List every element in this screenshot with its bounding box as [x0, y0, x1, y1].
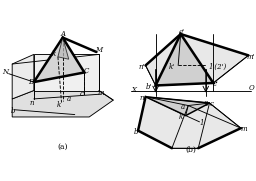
Polygon shape	[12, 54, 34, 99]
Text: B: B	[28, 78, 33, 86]
Text: m: m	[98, 89, 104, 97]
Text: c: c	[210, 100, 214, 108]
Text: 2: 2	[204, 100, 208, 108]
Polygon shape	[138, 97, 241, 148]
Text: c': c'	[213, 80, 219, 88]
Text: C: C	[84, 67, 89, 75]
Text: N: N	[2, 68, 8, 76]
Text: k: k	[52, 50, 56, 58]
Polygon shape	[58, 38, 69, 59]
Text: k: k	[178, 113, 183, 121]
Text: b': b'	[146, 83, 153, 91]
Text: n: n	[29, 98, 34, 107]
Text: a': a'	[179, 28, 185, 35]
Polygon shape	[34, 38, 84, 82]
Text: 1'(2'): 1'(2')	[208, 63, 227, 71]
Text: b: b	[11, 107, 16, 115]
Text: n: n	[140, 94, 144, 102]
Text: A: A	[60, 30, 65, 38]
Text: k': k'	[169, 63, 175, 71]
Polygon shape	[146, 97, 209, 116]
Polygon shape	[146, 34, 248, 85]
Text: c: c	[80, 90, 84, 98]
Text: m: m	[240, 125, 247, 133]
Polygon shape	[12, 90, 113, 117]
Text: M: M	[95, 46, 102, 54]
Polygon shape	[34, 54, 99, 90]
Text: n': n'	[138, 63, 145, 71]
Text: 1: 1	[200, 119, 204, 127]
Text: O: O	[248, 84, 254, 92]
Text: a: a	[181, 103, 185, 111]
Text: m': m'	[247, 53, 255, 61]
Text: a: a	[67, 95, 71, 103]
Text: (a): (a)	[57, 143, 68, 151]
Text: (b): (b)	[185, 146, 196, 153]
Text: k: k	[57, 101, 61, 109]
Polygon shape	[156, 34, 213, 85]
Text: X: X	[132, 87, 137, 94]
Text: b: b	[133, 128, 138, 136]
